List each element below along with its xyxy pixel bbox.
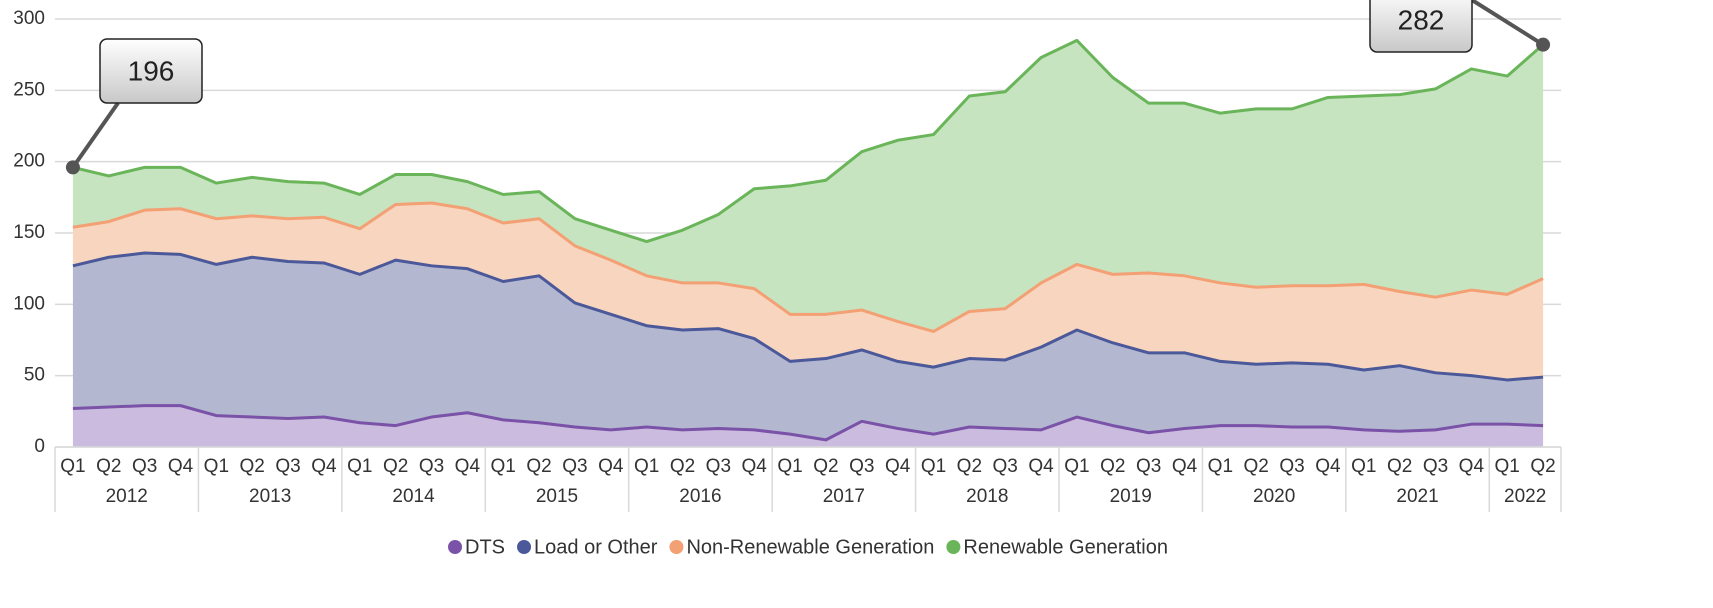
area-fill	[72, 252, 1544, 440]
year-label: 2020	[1253, 486, 1295, 507]
x-tick-label: Q4	[168, 456, 194, 477]
x-tick-label: Q1	[60, 456, 85, 477]
series-line	[72, 201, 1544, 333]
area-fill	[72, 405, 1544, 447]
x-tick-label: Q4	[455, 456, 481, 477]
callout-box	[99, 38, 203, 104]
x-tick-label: Q2	[240, 456, 265, 477]
y-tick-label: 200	[13, 151, 45, 172]
legend-label: Non-Renewable Generation	[686, 536, 934, 558]
callout-point	[65, 160, 80, 175]
x-tick-label: Q1	[1208, 456, 1233, 477]
callout-leader	[71, 101, 120, 169]
series-line	[72, 38, 1545, 244]
x-tick-label: Q4	[1315, 456, 1341, 477]
legend: DTS Load or Other Non-Renewable Generation…	[448, 536, 1168, 558]
x-tick-label: Q4	[598, 456, 624, 477]
x-tick-label: Q3	[1423, 456, 1448, 477]
y-tick-label: 100	[13, 293, 45, 314]
x-tick-label: Q2	[96, 456, 121, 477]
year-label: 2013	[249, 486, 291, 507]
x-tick-label: Q4	[1172, 456, 1198, 477]
legend-label: Load or Other	[534, 536, 658, 558]
y-tick-label: 150	[13, 222, 45, 243]
year-label: 2014	[392, 486, 435, 507]
x-tick-label: Q3	[562, 456, 587, 477]
callout-point	[1536, 37, 1551, 52]
x-tick-label: Q1	[347, 456, 372, 477]
callout-leader	[1470, 0, 1545, 47]
x-tick-label: Q2	[1387, 456, 1412, 477]
area-fill	[72, 203, 1544, 380]
year-label: 2021	[1396, 486, 1438, 507]
x-tick-label: Q2	[1530, 456, 1555, 477]
x-tick-label: Q2	[1244, 456, 1269, 477]
x-tick-label: Q3	[132, 456, 157, 477]
area-fill	[72, 40, 1544, 332]
legend-marker	[448, 540, 463, 554]
x-tick-label: Q3	[1136, 456, 1161, 477]
callout-label: 196	[128, 55, 175, 86]
legend-label: DTS	[465, 536, 505, 558]
x-tick-label: Q1	[204, 456, 229, 477]
x-tick-label: Q1	[921, 456, 946, 477]
x-tick-label: Q3	[849, 456, 874, 477]
x-tick-label: Q2	[526, 456, 551, 477]
x-tick-label: Q3	[419, 456, 444, 477]
series-line	[72, 251, 1544, 382]
x-tick-label: Q1	[1351, 456, 1376, 477]
year-label: 2022	[1504, 486, 1546, 507]
legend-marker	[517, 540, 532, 554]
x-tick-label: Q1	[777, 456, 802, 477]
series-line	[72, 404, 1544, 442]
x-tick-label: Q2	[813, 456, 838, 477]
y-tick-label: 0	[34, 436, 45, 457]
x-tick-label: Q4	[742, 456, 768, 477]
year-label: 2015	[536, 486, 578, 507]
legend-marker	[669, 540, 684, 554]
x-tick-label: Q2	[670, 456, 695, 477]
x-tick-label: Q4	[1028, 456, 1054, 477]
callout-label: 282	[1398, 4, 1445, 35]
x-tick-label: Q1	[634, 456, 659, 477]
x-tick-label: Q3	[275, 456, 300, 477]
y-tick-label: 300	[13, 8, 45, 29]
y-tick-label: 50	[24, 365, 45, 386]
x-tick-label: Q1	[1064, 456, 1089, 477]
x-tick-label: Q1	[491, 456, 516, 477]
legend-label: Renewable Generation	[963, 536, 1168, 558]
y-tick-label: 250	[13, 79, 45, 100]
year-label: 2016	[679, 486, 721, 507]
year-label: 2019	[1110, 486, 1152, 507]
x-tick-label: Q2	[957, 456, 982, 477]
x-tick-label: Q4	[885, 456, 911, 477]
x-tick-label: Q2	[383, 456, 408, 477]
legend-marker	[946, 540, 961, 554]
x-tick-label: Q4	[311, 456, 337, 477]
x-tick-label: Q4	[1459, 456, 1485, 477]
x-tick-label: Q3	[1279, 456, 1304, 477]
x-tick-label: Q3	[993, 456, 1018, 477]
x-tick-label: Q2	[1100, 456, 1125, 477]
year-label: 2018	[966, 486, 1008, 507]
year-label: 2017	[823, 486, 865, 507]
callout-box	[1369, 0, 1473, 53]
x-tick-label: Q3	[706, 456, 731, 477]
x-tick-label: Q1	[1495, 456, 1520, 477]
year-label: 2012	[106, 486, 148, 507]
